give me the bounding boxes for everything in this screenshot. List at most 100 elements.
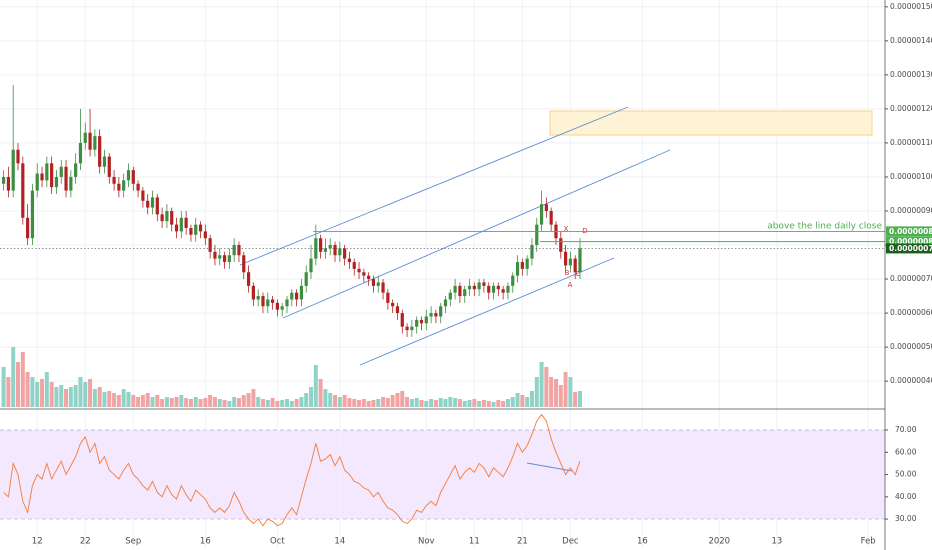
candle-body: [338, 248, 342, 256]
candle-body: [544, 204, 548, 211]
volume-bar: [20, 352, 25, 407]
candle-body: [391, 302, 395, 307]
candle-body: [578, 248, 582, 273]
volume-bar: [409, 399, 414, 407]
y-tick-label: 0.00000130: [890, 70, 932, 79]
volume-bar: [438, 398, 443, 407]
candle-body: [549, 210, 553, 225]
candle-body: [559, 238, 563, 252]
candle-body: [6, 176, 11, 191]
candle-body: [506, 285, 510, 293]
volume-bar: [515, 393, 520, 407]
volume-bar: [577, 391, 582, 407]
volume-bar: [92, 389, 97, 407]
candle-body: [131, 170, 135, 184]
candle-body: [146, 200, 150, 208]
candle-body: [107, 156, 111, 177]
candle-body: [2, 176, 6, 184]
volume-bar: [227, 401, 232, 407]
volume-bar: [539, 362, 544, 407]
volume-bar: [275, 401, 280, 407]
rsi-tick-label: 50.00: [895, 470, 917, 479]
volume-bar: [265, 400, 270, 407]
candle-body: [333, 245, 337, 256]
volume-bar: [558, 385, 563, 407]
candle-body: [458, 285, 462, 297]
candle-body: [511, 275, 515, 286]
divergence-line: [526, 462, 573, 472]
volume-bar: [472, 399, 477, 407]
x-tick-label: 13: [772, 537, 783, 547]
volume-bar: [481, 400, 486, 407]
volume-bar: [313, 365, 318, 407]
x-tick-label: 16: [637, 537, 648, 547]
candle-body: [400, 313, 404, 327]
candle-body: [328, 245, 332, 249]
candle-body: [270, 299, 275, 303]
candle-body: [434, 313, 438, 317]
candle-body: [568, 258, 572, 266]
volume-bar: [525, 397, 530, 407]
candle-body: [198, 224, 203, 232]
rsi-tick-label: 30.00: [895, 514, 917, 523]
volume-bar: [486, 401, 491, 407]
volume-bar: [453, 398, 458, 407]
candle-body: [21, 163, 25, 218]
candle-body: [280, 306, 284, 310]
volume-bar: [44, 372, 49, 407]
y-tick-label: 0.00000120: [890, 104, 932, 113]
pattern-label: B: [565, 269, 570, 277]
volume-bar: [68, 387, 73, 407]
volume-bar: [337, 397, 342, 407]
volume-bar: [405, 397, 410, 407]
volume-bar: [150, 397, 155, 407]
volume-bar: [169, 398, 174, 407]
volume-bar: [270, 398, 275, 407]
pattern-label: X: [564, 225, 569, 233]
y-tick-label: 0.00000050: [890, 342, 932, 351]
volume-bar: [280, 400, 285, 407]
volume-bar: [491, 402, 496, 407]
x-tick-label: 21: [517, 537, 528, 547]
volume-bar: [289, 401, 294, 407]
volume-bar: [448, 397, 453, 407]
volume-bar: [429, 399, 434, 407]
candle-body: [83, 132, 87, 143]
volume-bar: [433, 400, 438, 407]
candle-body: [487, 285, 491, 293]
volume-bar: [501, 401, 506, 407]
candle-body: [367, 275, 371, 280]
volume-bar: [573, 392, 578, 407]
volume-bar: [140, 395, 145, 407]
volume-bar: [35, 382, 40, 407]
volume-bar: [208, 395, 213, 407]
candle-body: [126, 170, 131, 181]
volume-bar: [294, 399, 299, 407]
volume-bar: [529, 391, 534, 407]
volume-bar: [246, 393, 251, 407]
pattern-label: A: [568, 281, 573, 289]
candle-body: [256, 296, 260, 300]
volume-bar: [212, 397, 217, 407]
volume-bar: [1, 367, 6, 407]
candle-body: [141, 190, 145, 201]
target-zone: [549, 110, 873, 136]
volume-bar: [385, 398, 390, 407]
volume-bar: [361, 399, 366, 407]
volume-bar: [102, 392, 107, 407]
candle-body: [323, 248, 328, 252]
volume-bar: [357, 400, 362, 407]
drawings: [239, 106, 873, 472]
candle-body: [237, 245, 241, 256]
rsi-line: [3, 413, 581, 527]
candle-body: [16, 149, 20, 164]
volume-bar: [260, 399, 265, 407]
candle-body: [184, 217, 188, 229]
channel-line: [359, 257, 615, 366]
x-tick-label: 14: [334, 537, 345, 547]
candle-body: [415, 319, 419, 327]
price-axis-bg: [885, 0, 932, 550]
volume-bar: [11, 347, 16, 407]
candle-body: [261, 296, 265, 307]
volume-bar: [371, 400, 376, 407]
